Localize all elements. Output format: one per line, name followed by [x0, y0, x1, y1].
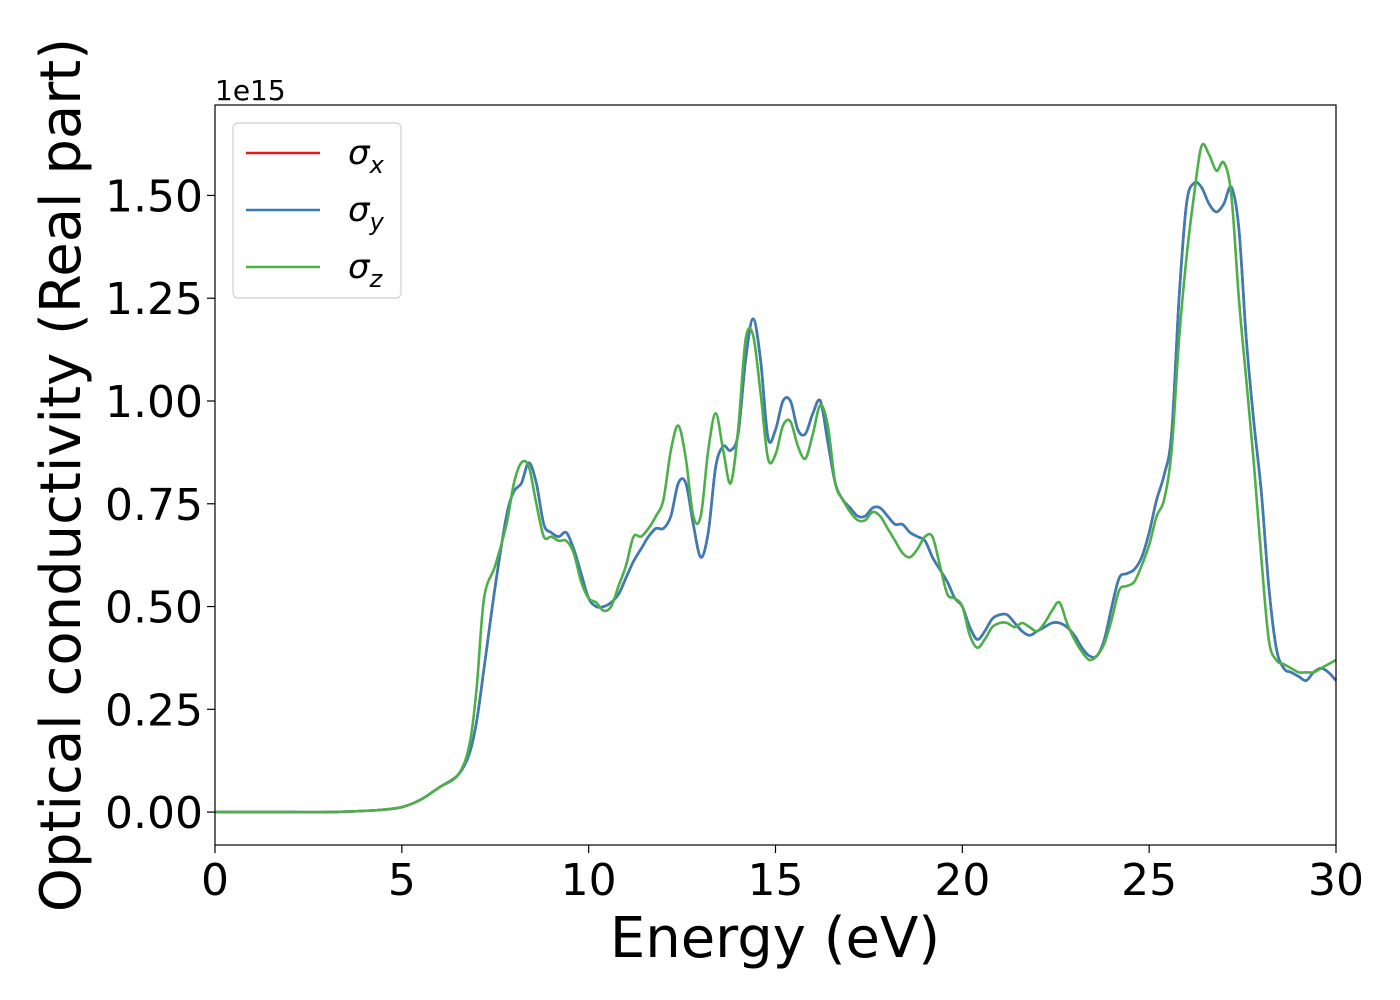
x-tick-label: 10 — [561, 855, 617, 906]
y-tick-label: 0.25 — [105, 685, 203, 736]
y-axis-label: Optical conductivity (Real part) — [29, 38, 94, 912]
series-layer — [215, 142, 1337, 814]
legend: σx σy σz — [232, 122, 402, 299]
legend-label-z: σz — [348, 247, 384, 293]
y-tick-label: 1.00 — [105, 377, 203, 428]
x-tick-label: 30 — [1308, 855, 1364, 906]
x-axis: 0 5 10 15 20 25 30 — [201, 845, 1364, 906]
y-tick-label: 1.25 — [105, 274, 203, 325]
y-tick-label: 0.75 — [105, 480, 203, 531]
legend-label-x: σx — [348, 133, 385, 179]
series-line-y — [215, 180, 1337, 814]
y-offset-label: 1e15 — [215, 74, 286, 107]
y-tick-label: 1.50 — [105, 171, 203, 222]
x-tick-label: 25 — [1121, 855, 1177, 906]
plot-area — [215, 105, 1336, 845]
y-tick-label: 0.00 — [105, 788, 203, 839]
x-axis-label: Energy (eV) — [610, 906, 940, 971]
legend-label-y: σy — [348, 190, 385, 236]
x-tick-label: 0 — [201, 855, 229, 906]
series-line-z — [215, 142, 1337, 814]
y-axis: 0.00 0.25 0.50 0.75 1.00 1.25 1.50 — [105, 171, 215, 839]
x-tick-label: 5 — [388, 855, 416, 906]
x-tick-label: 15 — [748, 855, 804, 906]
y-tick-label: 0.50 — [105, 583, 203, 634]
x-tick-label: 20 — [934, 855, 990, 906]
